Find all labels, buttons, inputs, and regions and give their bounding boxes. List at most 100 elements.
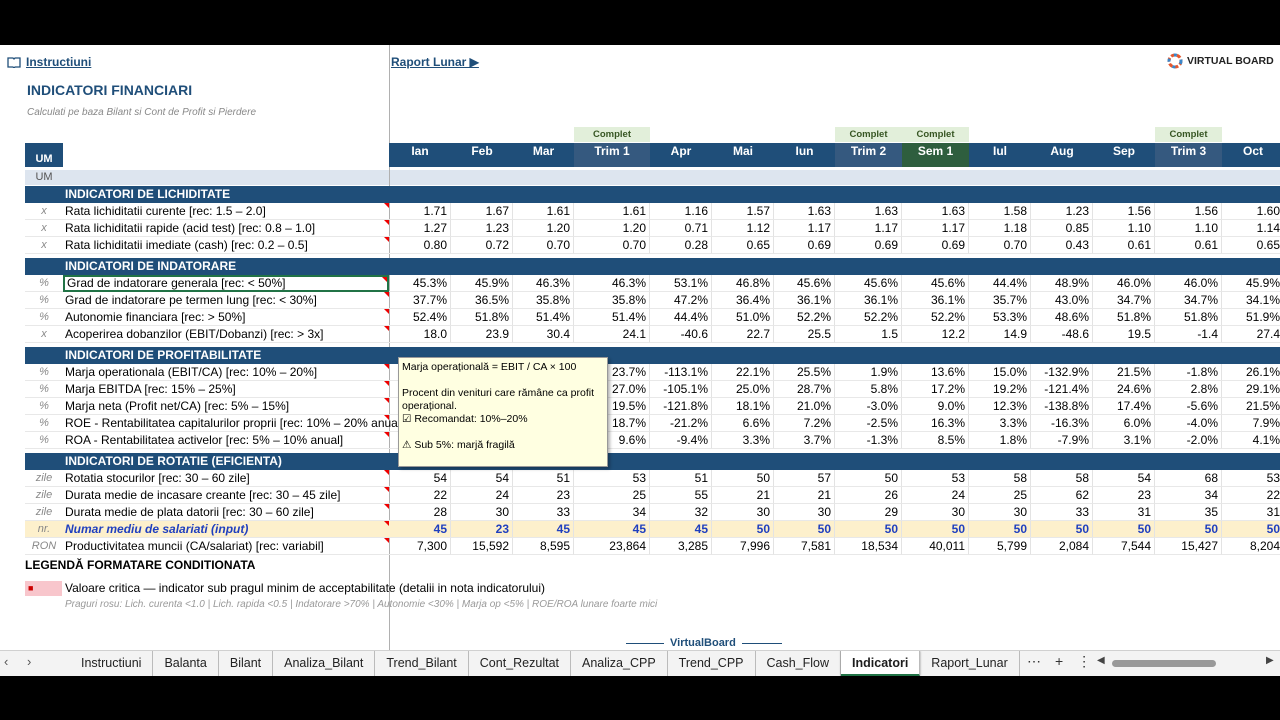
value-cell[interactable]: 33	[513, 504, 574, 521]
value-cell[interactable]: 25	[574, 487, 650, 504]
value-cell[interactable]: 26	[835, 487, 902, 504]
value-cell[interactable]: -138.8%	[1031, 398, 1093, 415]
value-cell[interactable]: 1.14	[1222, 220, 1280, 237]
value-cell[interactable]: 0.80	[389, 237, 451, 254]
value-cell[interactable]: 23	[513, 487, 574, 504]
value-cell[interactable]: 18,534	[835, 538, 902, 555]
value-cell[interactable]: 0.28	[650, 237, 712, 254]
value-cell[interactable]: 34.1%	[1222, 292, 1280, 309]
row-label[interactable]: Rotatia stocurilor [rec: 30 – 60 zile]	[63, 470, 389, 487]
value-cell[interactable]: 0.69	[902, 237, 969, 254]
value-cell[interactable]: 5.8%	[835, 381, 902, 398]
value-cell[interactable]: -1.4	[1155, 326, 1222, 343]
value-cell[interactable]: -48.6	[1031, 326, 1093, 343]
value-cell[interactable]: 2.8%	[1155, 381, 1222, 398]
value-cell[interactable]: 0.69	[835, 237, 902, 254]
sheet-tab[interactable]: Bilant	[219, 651, 274, 676]
value-cell[interactable]: 0.71	[650, 220, 712, 237]
value-cell[interactable]: 33	[1031, 504, 1093, 521]
scroll-right[interactable]: ▶	[1266, 655, 1274, 666]
value-cell[interactable]: 31	[1222, 504, 1280, 521]
value-cell[interactable]: 48.6%	[1031, 309, 1093, 326]
value-cell[interactable]: 1.9%	[835, 364, 902, 381]
value-cell[interactable]: 37.7%	[389, 292, 451, 309]
row-label[interactable]: Autonomie financiara [rec: > 50%]	[63, 309, 389, 326]
value-cell[interactable]: 25	[969, 487, 1031, 504]
value-cell[interactable]: 30	[969, 504, 1031, 521]
value-cell[interactable]: 43.0%	[1031, 292, 1093, 309]
sheet-tab[interactable]: Indicatori	[841, 651, 921, 676]
value-cell[interactable]: 22.1%	[712, 364, 774, 381]
value-cell[interactable]: 14.9	[969, 326, 1031, 343]
value-cell[interactable]: 3.3%	[969, 415, 1031, 432]
value-cell[interactable]: 0.70	[513, 237, 574, 254]
row-label[interactable]: ROA - Rentabilitatea activelor [rec: 5% …	[63, 432, 389, 449]
value-cell[interactable]: 1.17	[774, 220, 835, 237]
value-cell[interactable]: 25.0%	[712, 381, 774, 398]
value-cell[interactable]: 29.1%	[1222, 381, 1280, 398]
value-cell[interactable]: 45.9%	[1222, 275, 1280, 292]
value-cell[interactable]: 1.10	[1093, 220, 1155, 237]
value-cell[interactable]: 18.7%	[574, 415, 650, 432]
sheet-tab[interactable]: Balanta	[153, 651, 219, 676]
value-cell[interactable]: 21.5%	[1222, 398, 1280, 415]
value-cell[interactable]: 26.1%	[1222, 364, 1280, 381]
value-cell[interactable]: 1.20	[574, 220, 650, 237]
value-cell[interactable]: 1.12	[712, 220, 774, 237]
value-cell[interactable]: 7,300	[389, 538, 451, 555]
value-cell[interactable]: 46.8%	[712, 275, 774, 292]
value-cell[interactable]: 29	[835, 504, 902, 521]
value-cell[interactable]: 53	[574, 470, 650, 487]
value-cell[interactable]: 2,084	[1031, 538, 1093, 555]
value-cell[interactable]: 3,285	[650, 538, 712, 555]
value-cell[interactable]: 48.9%	[1031, 275, 1093, 292]
value-cell[interactable]: 7,581	[774, 538, 835, 555]
value-cell[interactable]: 50	[835, 521, 902, 538]
value-cell[interactable]: -9.4%	[650, 432, 712, 449]
value-cell[interactable]: 50	[1093, 521, 1155, 538]
row-label[interactable]: Grad de indatorare pe termen lung [rec: …	[63, 292, 389, 309]
value-cell[interactable]: 35.8%	[513, 292, 574, 309]
value-cell[interactable]: -3.0%	[835, 398, 902, 415]
value-cell[interactable]: 54	[389, 470, 451, 487]
tab-next[interactable]: ›	[27, 654, 32, 669]
value-cell[interactable]: 25.5	[774, 326, 835, 343]
value-cell[interactable]: -5.6%	[1155, 398, 1222, 415]
value-cell[interactable]: 34	[1155, 487, 1222, 504]
value-cell[interactable]: 36.4%	[712, 292, 774, 309]
row-label[interactable]: Marja operationala (EBIT/CA) [rec: 10% –…	[63, 364, 389, 381]
value-cell[interactable]: -40.6	[650, 326, 712, 343]
tab-actions[interactable]: ⋯+⋮	[1027, 653, 1106, 669]
sheet-tab[interactable]: Raport_Lunar	[920, 651, 1020, 676]
value-cell[interactable]: 7,996	[712, 538, 774, 555]
report-link[interactable]: Raport Lunar ▶	[391, 55, 479, 69]
value-cell[interactable]: 1.23	[451, 220, 513, 237]
value-cell[interactable]: 19.2%	[969, 381, 1031, 398]
value-cell[interactable]: 51	[513, 470, 574, 487]
value-cell[interactable]: 40,011	[902, 538, 969, 555]
value-cell[interactable]: 1.27	[389, 220, 451, 237]
value-cell[interactable]: 28.7%	[774, 381, 835, 398]
value-cell[interactable]: 1.63	[774, 203, 835, 220]
value-cell[interactable]: -1.3%	[835, 432, 902, 449]
value-cell[interactable]: 51.4%	[513, 309, 574, 326]
value-cell[interactable]: 0.65	[1222, 237, 1280, 254]
value-cell[interactable]: 30	[902, 504, 969, 521]
value-cell[interactable]: 50	[712, 470, 774, 487]
value-cell[interactable]: 45.3%	[389, 275, 451, 292]
value-cell[interactable]: 7.2%	[774, 415, 835, 432]
value-cell[interactable]: 15.0%	[969, 364, 1031, 381]
value-cell[interactable]: 36.1%	[774, 292, 835, 309]
value-cell[interactable]: 54	[1093, 470, 1155, 487]
sheet-tab[interactable]: Trend_Bilant	[375, 651, 469, 676]
value-cell[interactable]: 0.61	[1093, 237, 1155, 254]
value-cell[interactable]: 53	[1222, 470, 1280, 487]
value-cell[interactable]: 30	[774, 504, 835, 521]
value-cell[interactable]: 1.56	[1155, 203, 1222, 220]
sheet-tab[interactable]: Instructiuni	[70, 651, 154, 676]
value-cell[interactable]: 51.8%	[1093, 309, 1155, 326]
tab-prev[interactable]: ‹	[4, 654, 9, 669]
row-label[interactable]: Numar mediu de salariati (input)	[63, 521, 389, 538]
value-cell[interactable]: 1.63	[835, 203, 902, 220]
value-cell[interactable]: 18.1%	[712, 398, 774, 415]
